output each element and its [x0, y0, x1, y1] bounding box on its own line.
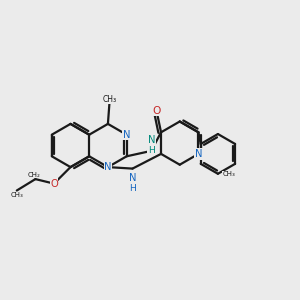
Text: CH₃: CH₃	[102, 94, 116, 103]
Text: O: O	[50, 178, 58, 189]
Text: CH₃: CH₃	[11, 192, 23, 198]
Text: N: N	[148, 135, 155, 146]
Text: N: N	[123, 130, 130, 140]
Text: CH₂: CH₂	[28, 172, 40, 178]
Text: N: N	[195, 149, 202, 159]
Text: N: N	[104, 162, 112, 172]
Text: H: H	[148, 146, 155, 155]
Text: N: N	[129, 172, 136, 183]
Text: CH₃: CH₃	[222, 171, 235, 177]
Text: H: H	[129, 184, 136, 193]
Text: O: O	[152, 106, 161, 116]
